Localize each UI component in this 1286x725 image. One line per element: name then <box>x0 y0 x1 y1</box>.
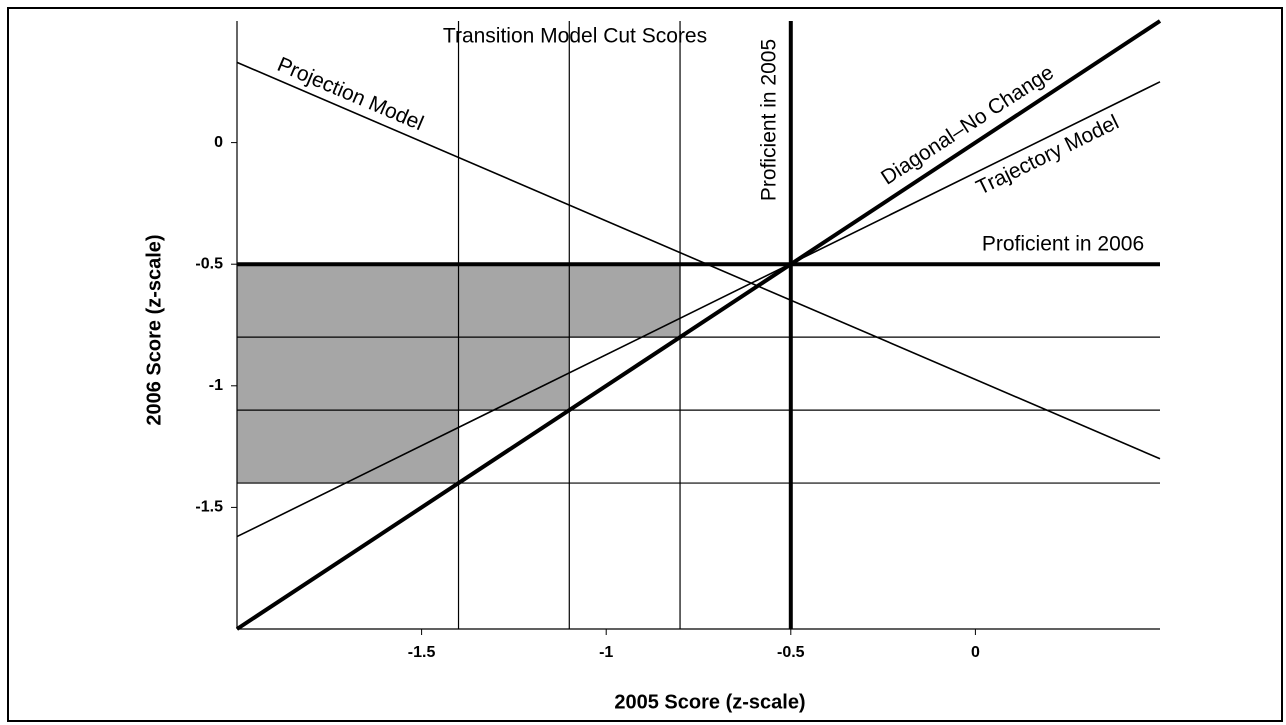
y-tick-label: 0 <box>214 134 223 151</box>
series-label: Proficient in 2005 <box>758 39 781 201</box>
x-tick-label: -0.5 <box>777 644 805 661</box>
annotation: Transition Model Cut Scores <box>443 25 707 48</box>
x-tick-label: -1 <box>599 644 613 661</box>
series-line <box>236 61 1161 460</box>
y-tick-label: -1 <box>209 377 223 394</box>
x-tick-label: 0 <box>971 644 980 661</box>
series-label: Projection Model <box>274 53 427 135</box>
series-line <box>235 19 1162 631</box>
y-axis-label: 2006 Score (z-scale) <box>143 234 165 425</box>
series-line <box>236 81 1161 538</box>
y-tick-label: -1.5 <box>195 499 223 516</box>
shaded-region <box>237 337 570 411</box>
series-label: Proficient in 2006 <box>982 233 1144 256</box>
x-axis-label: 2005 Score (z-scale) <box>614 691 805 713</box>
series-label: Trajectory Model <box>973 111 1123 200</box>
y-tick-label: -0.5 <box>195 255 223 272</box>
x-tick-label: -1.5 <box>408 644 436 661</box>
frame <box>7 7 1283 722</box>
shaded-region <box>237 410 459 484</box>
